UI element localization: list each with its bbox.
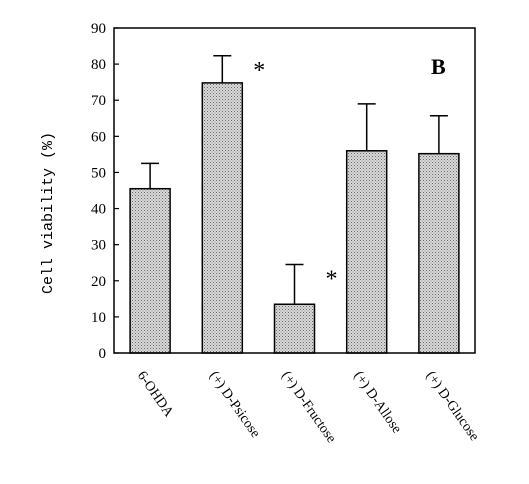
significance-marker: *	[253, 58, 265, 84]
y-tick-label: 90	[91, 21, 106, 37]
y-tick-label: 10	[91, 310, 106, 326]
bar	[201, 82, 244, 354]
significance-markers: **	[253, 58, 337, 293]
y-tick-label: 20	[91, 274, 106, 290]
x-tick-label: (+) D-Glucose	[423, 369, 482, 444]
y-ticks: 0 10 20 30 40 50 60 70 80 90	[91, 21, 119, 362]
bar	[273, 303, 316, 354]
y-tick-label: 60	[91, 129, 106, 145]
x-tick-label: 6-OHDA	[134, 369, 177, 421]
plot-frame	[113, 27, 476, 354]
x-tick-labels: 6-OHDA (+) D-Psicose (+) D-Fructose (+) D-A…	[134, 369, 482, 446]
y-tick-label: 0	[99, 346, 107, 362]
x-tick-label: (+) D-Psicose	[206, 369, 263, 441]
y-tick-label: 70	[91, 93, 106, 109]
significance-marker: *	[326, 267, 338, 293]
y-tick-label: 30	[91, 238, 106, 254]
y-axis-label: Cell viability (%)	[40, 132, 57, 294]
panel-label: B	[431, 54, 446, 79]
error-bars	[141, 55, 448, 305]
y-tick-label: 50	[91, 165, 106, 181]
x-tick-label: (+) D-Fructose	[278, 369, 338, 446]
y-tick-label: 80	[91, 57, 106, 73]
bars	[129, 82, 460, 354]
y-tick-label: 40	[91, 202, 106, 218]
bar	[418, 152, 460, 354]
x-tick-label: (+) D-Allose	[350, 369, 404, 437]
bar	[345, 150, 388, 354]
bar	[129, 187, 171, 354]
